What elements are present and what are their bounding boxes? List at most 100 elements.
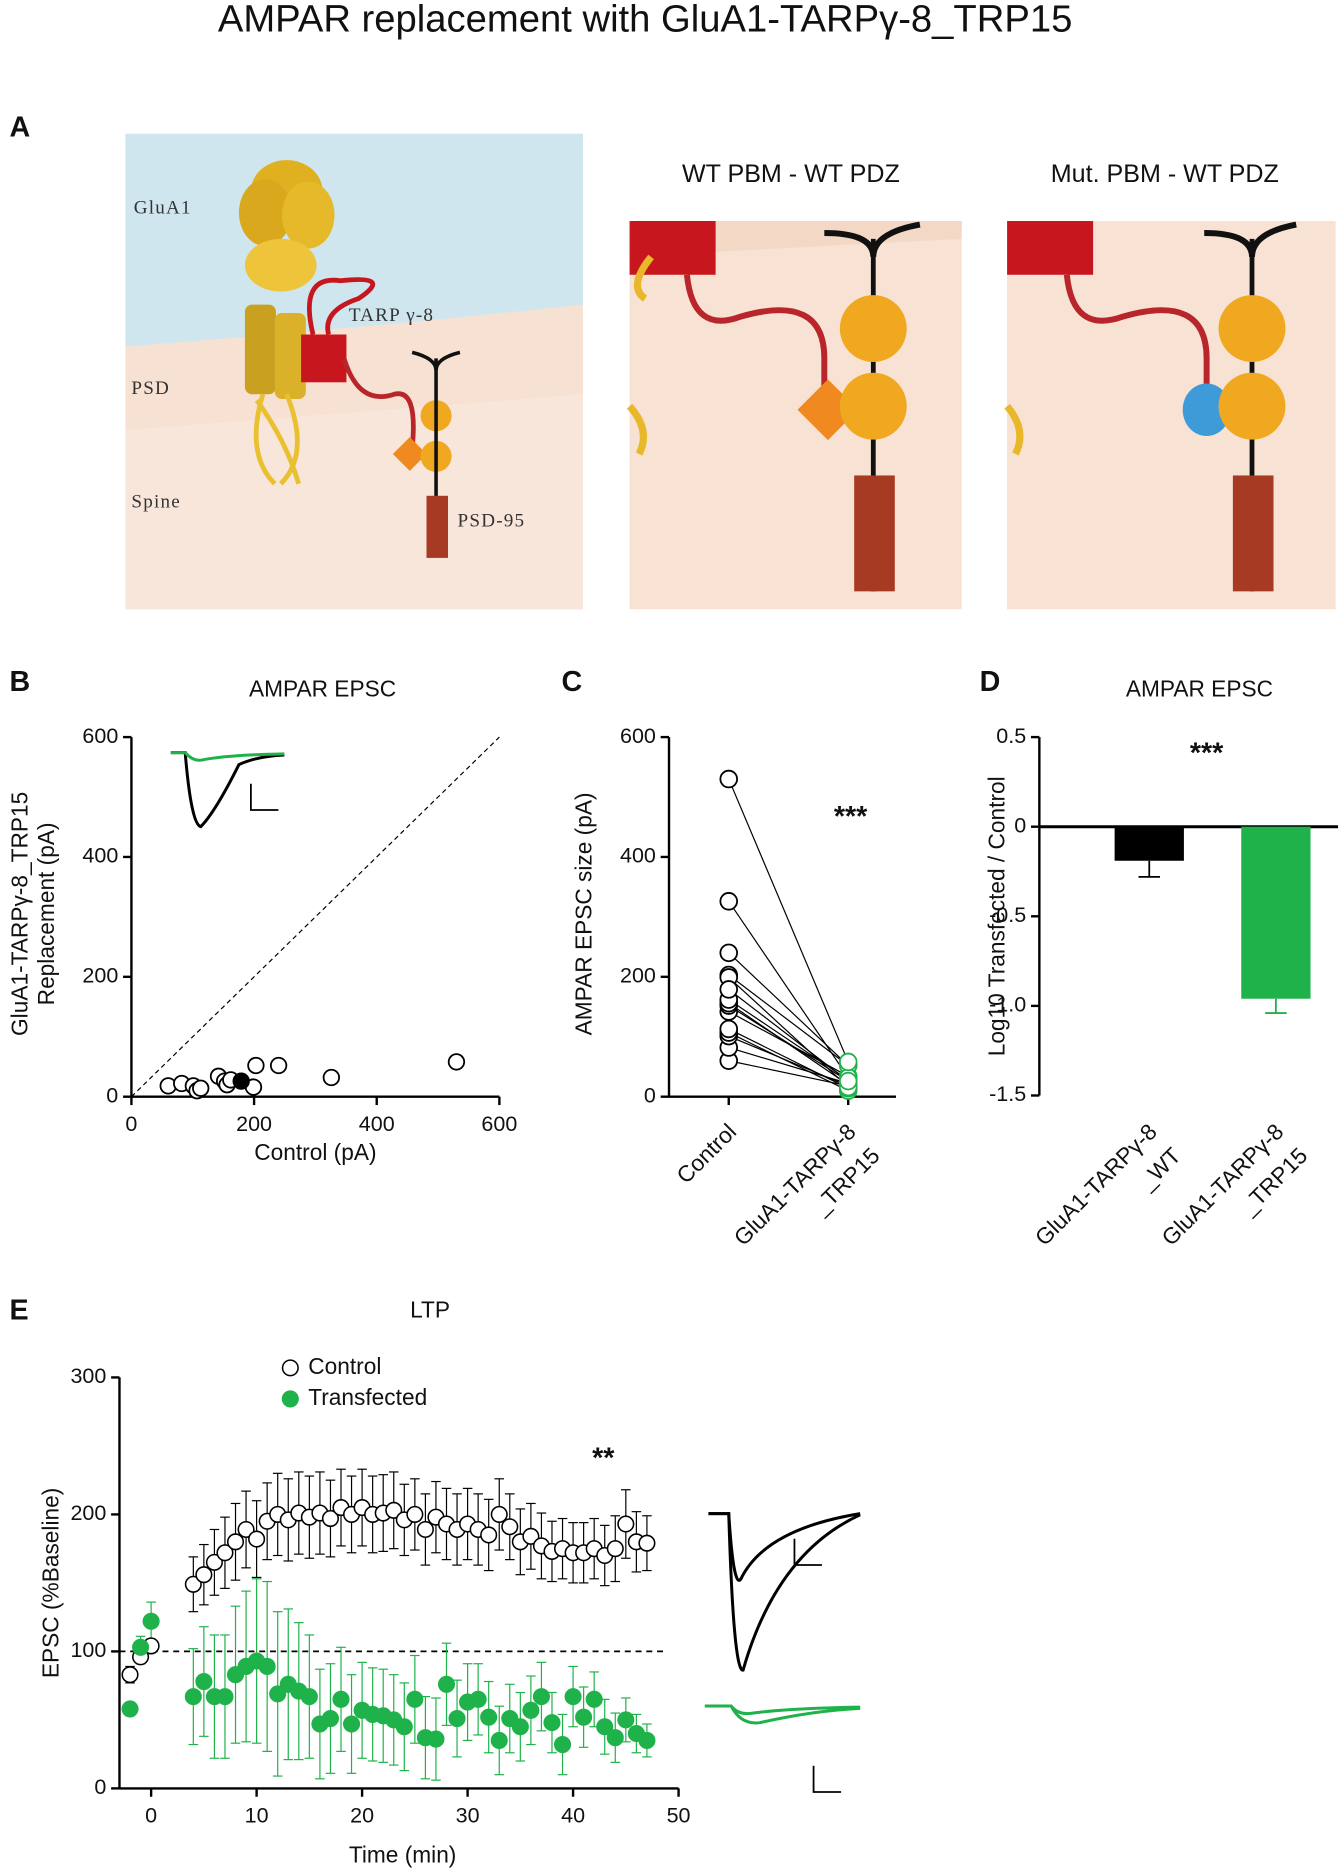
point [490, 1505, 508, 1523]
y-tick-label: 100 [70, 1638, 106, 1662]
y-axis-label: Log10 Transfected / Control [984, 776, 1010, 1056]
diagram-label: PSD [131, 378, 170, 399]
point [719, 892, 739, 911]
point [575, 1708, 593, 1726]
point [121, 1700, 139, 1718]
point [322, 1068, 341, 1087]
point [480, 1526, 498, 1544]
y-tick-label: 400 [82, 844, 118, 868]
point [553, 1736, 572, 1754]
pair-line [728, 778, 849, 1063]
x-tick-label: Control [671, 1118, 741, 1188]
chart-title: LTP [410, 1297, 450, 1323]
point [719, 769, 739, 789]
panel-label: E [10, 1294, 29, 1326]
point [332, 1690, 350, 1708]
point [416, 1520, 434, 1539]
y-tick-label: 200 [70, 1501, 106, 1525]
point [195, 1672, 213, 1691]
point [585, 1690, 603, 1708]
point [385, 1501, 403, 1519]
legend-marker [281, 1359, 299, 1377]
pair-line [728, 1032, 849, 1092]
y-tick-label: 600 [620, 724, 656, 748]
pair-line [728, 1028, 849, 1089]
diagram-label: Spine [131, 491, 181, 512]
annotation: ** [592, 1442, 615, 1474]
x-axis-label: Time (min) [349, 1841, 457, 1867]
pair-line [728, 988, 849, 1082]
point [638, 1534, 656, 1552]
y-tick-label: 0 [1014, 813, 1026, 837]
point [406, 1505, 424, 1523]
bar [1241, 826, 1311, 999]
point [532, 1688, 550, 1706]
x-tick-label: 40 [561, 1804, 585, 1828]
point [638, 1731, 656, 1749]
point [838, 1052, 858, 1072]
point [448, 1709, 466, 1728]
y-tick-label: 0 [644, 1083, 656, 1107]
panel-title: Mut. PBM - WT PDZ [1051, 160, 1279, 188]
point [522, 1701, 540, 1719]
y-axis-label: Replacement (pA) [33, 822, 59, 1005]
point [205, 1553, 223, 1571]
pair-line [728, 974, 849, 1066]
x-tick-label: 600 [481, 1112, 517, 1136]
x-axis-label: Control (pA) [254, 1139, 376, 1165]
point [321, 1709, 339, 1728]
diagram-label: PSD-95 [458, 510, 526, 531]
point [719, 943, 739, 963]
point [501, 1518, 519, 1536]
point [216, 1544, 234, 1562]
y-tick-label: -1.5 [989, 1082, 1026, 1106]
point [719, 1019, 739, 1039]
y-tick-label: 200 [82, 963, 118, 987]
point [184, 1575, 202, 1593]
diagram-label: GluA1 [134, 197, 192, 218]
x-tick-label: 30 [456, 1804, 480, 1828]
y-axis-label: EPSC (%Baseline) [38, 1488, 64, 1678]
point [192, 1079, 210, 1097]
point [226, 1533, 245, 1551]
point [606, 1729, 624, 1747]
pair-line [728, 952, 849, 1066]
point [617, 1515, 635, 1533]
x-tick-label: 0 [145, 1804, 157, 1828]
legend-label: Transfected [308, 1384, 427, 1410]
point [596, 1718, 614, 1736]
identity-line [131, 736, 500, 1098]
y-tick-label: 200 [620, 963, 656, 987]
point [300, 1688, 318, 1706]
point [447, 1053, 466, 1071]
x-tick-label: 50 [667, 1804, 691, 1828]
pair-line [728, 900, 849, 1078]
point [142, 1612, 160, 1630]
point [469, 1690, 487, 1708]
x-tick-label: 20 [350, 1804, 374, 1828]
panel-label: A [10, 112, 31, 144]
point [247, 1056, 265, 1075]
point [427, 1730, 445, 1748]
point [195, 1566, 213, 1584]
panel-label: D [980, 666, 1001, 698]
point [838, 1071, 858, 1091]
point [395, 1718, 413, 1736]
point [184, 1688, 202, 1706]
point [269, 1056, 288, 1075]
point [719, 980, 739, 999]
y-tick-label: -0.5 [989, 903, 1026, 927]
point [406, 1690, 424, 1708]
point [258, 1657, 276, 1676]
trace-inset [170, 751, 861, 1793]
chart-title: AMPAR EPSC [1126, 676, 1273, 702]
pair-line [728, 1060, 849, 1087]
x-tick-label: 0 [125, 1112, 137, 1136]
point [490, 1731, 508, 1749]
panel-label: C [561, 666, 582, 698]
point [321, 1509, 339, 1528]
bar [1114, 826, 1184, 861]
x-tick-label: 200 [236, 1112, 272, 1136]
point [248, 1530, 266, 1548]
